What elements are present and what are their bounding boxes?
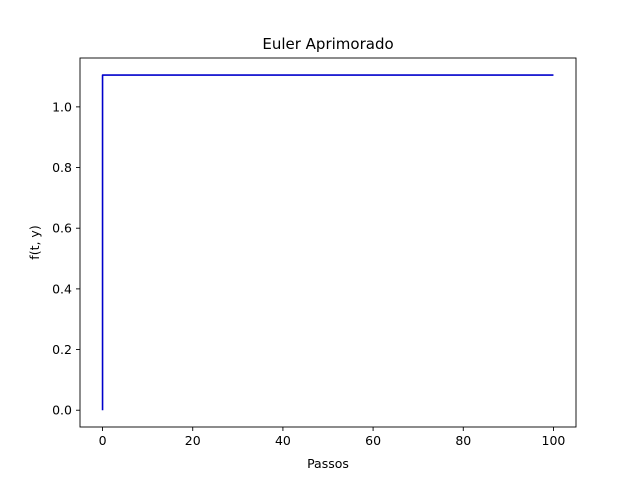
y-axis: 0.0 0.2 0.4 0.6 0.8 1.0 (52, 99, 80, 418)
x-tick-label: 20 (185, 433, 201, 448)
series-line-0 (101, 74, 554, 411)
x-tick-label: 40 (275, 433, 291, 448)
plot-area (79, 57, 577, 428)
y-tick-label: 0.8 (52, 160, 72, 175)
y-tick-label: 1.0 (52, 99, 72, 114)
y-tick-label: 0.6 (52, 221, 72, 236)
x-axis-label: Passos (307, 456, 349, 471)
y-tick-label: 0.0 (52, 403, 72, 418)
chart-title: Euler Aprimorado (262, 35, 393, 53)
x-axis: 0 20 40 60 80 100 (99, 427, 566, 448)
x-tick-label: 0 (99, 433, 107, 448)
x-tick-label: 100 (542, 433, 566, 448)
y-axis-label: f(t, y) (27, 225, 42, 259)
y-tick-label: 0.4 (52, 281, 72, 296)
series-layer (101, 74, 554, 411)
y-tick-label: 0.2 (52, 342, 72, 357)
plot-frame (79, 57, 577, 428)
x-tick-label: 80 (455, 433, 471, 448)
x-tick-label: 60 (365, 433, 381, 448)
